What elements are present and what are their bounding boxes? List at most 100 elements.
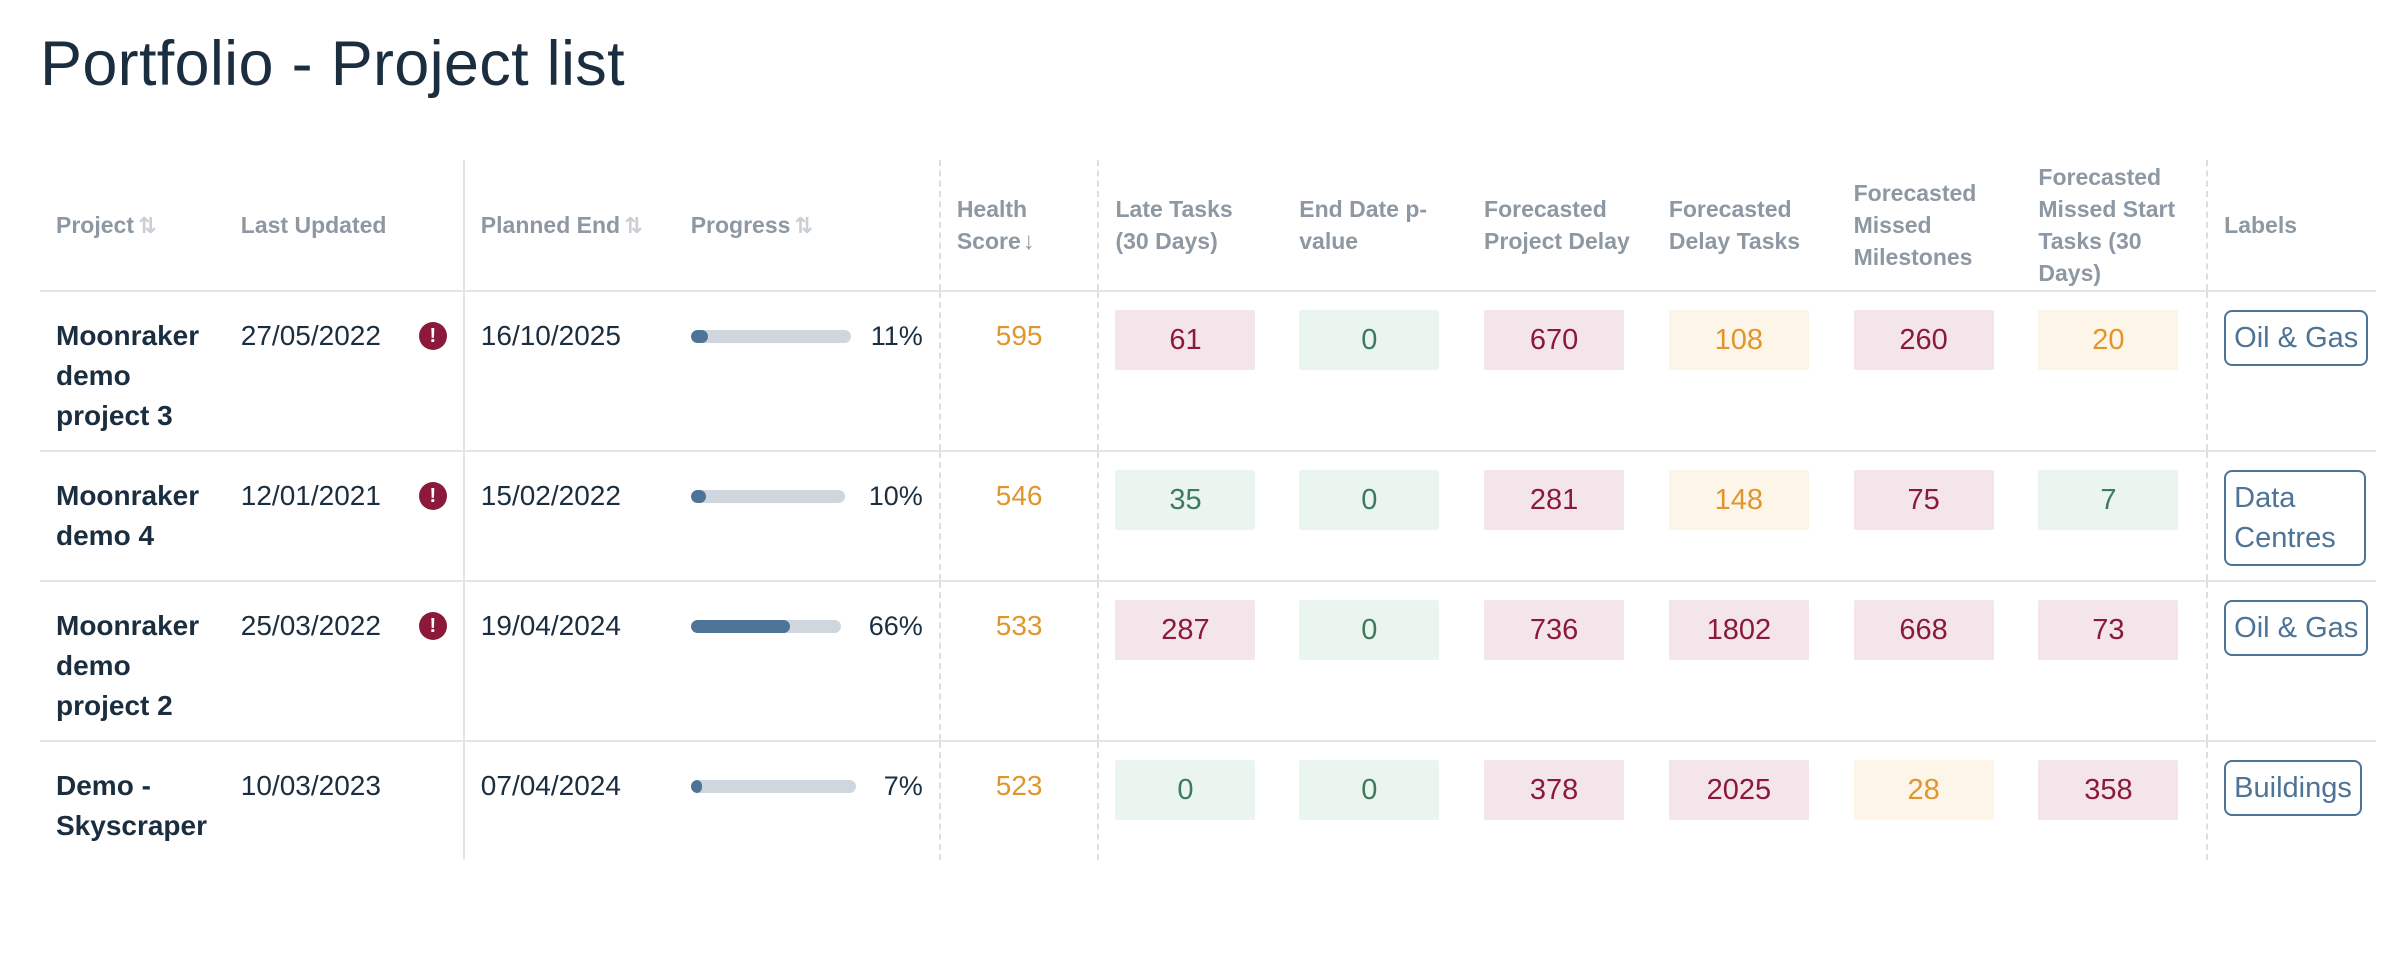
cell-late-tasks: 287: [1097, 581, 1284, 742]
table-row[interactable]: Moonraker demo project 3 27/05/2022! 16/…: [40, 291, 2376, 452]
cell-missed-milestones: 75: [1837, 451, 2023, 582]
cell-labels: Oil & Gas: [2206, 291, 2376, 452]
cell-missed-start-tasks: 20: [2022, 291, 2208, 452]
health-score-value: 523: [995, 770, 1043, 801]
cell-delay-tasks: 108: [1652, 291, 1838, 452]
col-header-progress[interactable]: Progress ⇅: [674, 160, 940, 292]
cell-end-date-pvalue: 0: [1283, 581, 1469, 742]
cell-labels: Buildings: [2206, 741, 2376, 860]
cell-planned-end: 16/10/2025: [462, 291, 675, 452]
health-score-value: 546: [995, 480, 1043, 511]
project-name-link[interactable]: Moonraker demo 4: [56, 480, 200, 551]
progress-bar-fill: [690, 489, 707, 503]
project-delay-pill: 281: [1484, 470, 1625, 530]
table-row[interactable]: Demo - Skyscraper 10/03/2023 07/04/2024 …: [40, 741, 2376, 860]
missed-milestones-pill: 75: [1853, 470, 1994, 530]
col-header-health-score[interactable]: Health Score↓: [938, 160, 1099, 292]
cell-progress: 11%: [674, 291, 940, 452]
cell-last-updated: 27/05/2022!: [224, 291, 464, 452]
last-updated-date: 27/05/2022: [240, 320, 381, 351]
progress-percent: 66%: [868, 611, 923, 641]
end-date-pvalue-pill: 0: [1299, 760, 1440, 820]
sort-arrows-icon[interactable]: ⇅: [624, 212, 643, 238]
delay-tasks-pill: 2025: [1668, 760, 1809, 820]
progress-bar: [690, 619, 841, 633]
sort-arrows-icon[interactable]: ⇅: [794, 212, 813, 238]
col-header-forecasted-project-delay: Forecasted Project Delay: [1468, 160, 1653, 292]
col-header-label: Forecasted Delay Tasks: [1668, 196, 1801, 254]
label-tag[interactable]: Data Centres: [2224, 470, 2367, 566]
sort-arrows-icon[interactable]: ⇅: [137, 212, 157, 238]
cell-missed-start-tasks: 7: [2022, 451, 2208, 582]
cell-health-score: 546: [938, 451, 1099, 582]
col-header-label: Forecasted Missed Milestones: [1853, 180, 1977, 270]
cell-planned-end: 07/04/2024: [462, 741, 675, 860]
alert-icon[interactable]: !: [418, 482, 447, 510]
alert-icon[interactable]: !: [418, 612, 447, 640]
col-header-end-date-pvalue: End Date p-value: [1283, 160, 1469, 292]
progress-percent: 10%: [868, 481, 923, 511]
cell-project[interactable]: Moonraker demo 4: [40, 451, 225, 582]
cell-project-delay: 281: [1468, 451, 1653, 582]
arrow-down-icon[interactable]: ↓: [1022, 227, 1035, 255]
cell-end-date-pvalue: 0: [1283, 741, 1468, 860]
project-table: Project ⇅ Last Updated Planned End ⇅ Progr…: [40, 160, 2376, 860]
cell-health-score: 533: [938, 581, 1099, 742]
table-row[interactable]: Moonraker demo project 2 25/03/2022! 19/…: [40, 581, 2376, 742]
label-tag[interactable]: Buildings: [2224, 760, 2362, 816]
cell-delay-tasks: 1802: [1652, 581, 1838, 742]
cell-missed-milestones: 668: [1837, 581, 2023, 742]
progress-bar: [690, 329, 851, 343]
planned-end-date: 19/04/2024: [480, 610, 621, 641]
progress-bar: [690, 489, 845, 503]
cell-health-score: 523: [938, 741, 1099, 860]
missed-start-tasks-pill: 7: [2038, 470, 2179, 530]
end-date-pvalue-pill: 0: [1299, 310, 1440, 370]
project-delay-pill: 736: [1484, 600, 1625, 660]
last-updated-date: 10/03/2023: [240, 770, 381, 801]
last-updated-date: 12/01/2021: [240, 480, 381, 511]
table-row[interactable]: Moonraker demo 4 12/01/2021! 15/02/2022 …: [40, 451, 2376, 582]
project-name-link[interactable]: Moonraker demo project 3: [56, 320, 200, 431]
cell-project[interactable]: Moonraker demo project 3: [40, 291, 225, 452]
col-header-forecasted-missed-milestones: Forecasted Missed Milestones: [1837, 160, 2023, 292]
table-header-row: Project ⇅ Last Updated Planned End ⇅ Progr…: [40, 160, 2376, 292]
cell-late-tasks: 0: [1097, 741, 1284, 860]
cell-project[interactable]: Demo - Skyscraper: [40, 741, 225, 860]
col-header-label: Forecasted Missed Start Tasks (30 Days): [2038, 164, 2176, 286]
label-tag[interactable]: Oil & Gas: [2224, 310, 2369, 366]
col-header-project[interactable]: Project ⇅: [40, 160, 225, 292]
progress-bar-fill: [690, 619, 790, 633]
cell-labels: Data Centres: [2206, 451, 2376, 582]
project-name-link[interactable]: Demo - Skyscraper: [56, 770, 208, 841]
missed-start-tasks-pill: 73: [2038, 600, 2179, 660]
health-score-value: 595: [995, 320, 1043, 351]
cell-end-date-pvalue: 0: [1283, 291, 1469, 452]
cell-progress: 10%: [674, 451, 940, 582]
alert-icon[interactable]: !: [418, 322, 447, 350]
cell-missed-milestones: 260: [1837, 291, 2023, 452]
col-header-labels: Labels: [2206, 160, 2376, 292]
delay-tasks-pill: 148: [1668, 470, 1809, 530]
cell-project-delay: 670: [1468, 291, 1653, 452]
last-updated-date: 25/03/2022: [240, 610, 381, 641]
cell-project[interactable]: Moonraker demo project 2: [40, 581, 225, 742]
late-tasks-pill: 0: [1115, 760, 1256, 820]
project-delay-pill: 670: [1484, 310, 1625, 370]
label-tag[interactable]: Oil & Gas: [2224, 600, 2369, 656]
progress-bar-fill: [690, 329, 709, 343]
col-header-label: Project: [56, 211, 134, 238]
missed-start-tasks-pill: 358: [2038, 760, 2179, 820]
missed-start-tasks-pill: 20: [2038, 310, 2179, 370]
col-header-planned-end[interactable]: Planned End ⇅: [462, 160, 675, 292]
progress-bar-fill: [690, 779, 703, 793]
health-score-value: 533: [995, 610, 1043, 641]
project-name-link[interactable]: Moonraker demo project 2: [56, 610, 200, 721]
cell-project-delay: 736: [1468, 581, 1653, 742]
end-date-pvalue-pill: 0: [1299, 470, 1440, 530]
cell-labels: Oil & Gas: [2206, 581, 2376, 742]
col-header-label: Labels: [2224, 212, 2298, 238]
cell-project-delay: 378: [1468, 741, 1653, 860]
col-header-label: Late Tasks (30 Days): [1115, 196, 1233, 254]
end-date-pvalue-pill: 0: [1299, 600, 1440, 660]
